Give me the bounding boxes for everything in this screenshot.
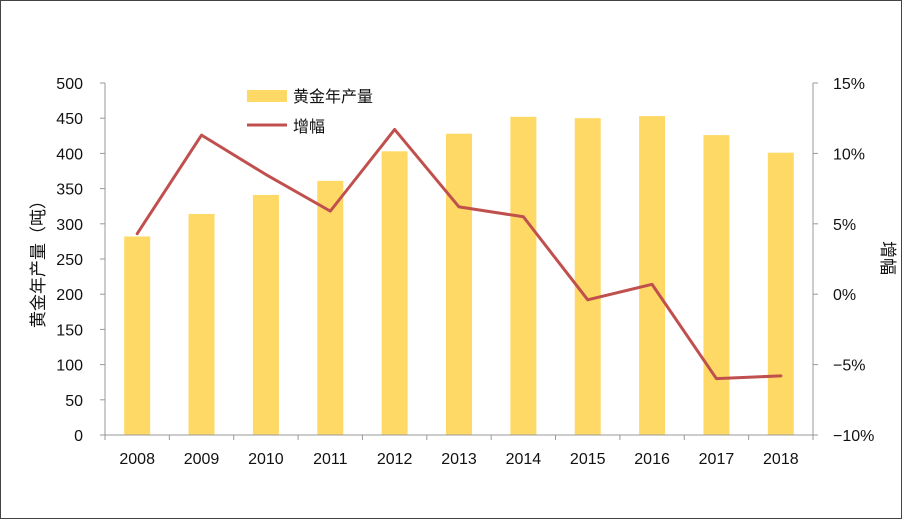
bar <box>317 180 344 435</box>
x-tick-label: 2010 <box>248 451 284 468</box>
y-tick-label: 100 <box>56 358 83 375</box>
bar <box>446 133 472 436</box>
x-tick-label: 2008 <box>119 451 155 468</box>
legend-swatch-bar <box>247 90 287 102</box>
bar <box>767 152 794 436</box>
y2-axis-title: 增幅 <box>877 241 897 275</box>
y2-tick-label: 15% <box>833 76 865 93</box>
x-tick-label: 2013 <box>441 451 477 468</box>
y-tick-label: 250 <box>56 252 83 269</box>
legend-label-line: 增幅 <box>293 117 325 136</box>
x-tick-label: 2017 <box>699 451 735 468</box>
y2-tick-label: 0% <box>833 287 856 304</box>
y-tick-label: 350 <box>56 182 83 199</box>
y-tick-label: 50 <box>65 393 83 410</box>
x-tick-label: 2009 <box>184 451 220 468</box>
bar <box>510 116 537 436</box>
y-tick-label: 300 <box>56 217 83 234</box>
y-tick-label: 150 <box>56 322 83 339</box>
x-tick-label: 2016 <box>634 451 670 468</box>
y2-tick-label: −10% <box>833 428 874 445</box>
y-tick-label: 200 <box>56 287 83 304</box>
y-tick-label: 400 <box>56 146 83 163</box>
y-tick-label: 500 <box>56 76 83 93</box>
bar <box>381 151 408 435</box>
x-tick-label: 2014 <box>506 451 542 468</box>
bar <box>188 213 215 435</box>
bar <box>703 135 730 435</box>
bar <box>252 194 279 435</box>
legend: 黄金年产量 增幅 <box>247 87 373 136</box>
line-series <box>135 127 783 381</box>
y2-tick-label: −5% <box>833 358 865 375</box>
bar <box>639 116 666 435</box>
bar-series <box>124 116 794 436</box>
y-tick-label: 0 <box>74 428 83 445</box>
legend-label-bar: 黄金年产量 <box>293 87 373 106</box>
axes: 0 50 100 150 200 250 300 350 400 450 500 −10% −5% 0% 5… <box>56 76 874 468</box>
y2-tick-label: 10% <box>833 146 865 163</box>
y-tick-label: 450 <box>56 111 83 128</box>
bar <box>124 236 151 435</box>
x-tick-label: 2012 <box>377 451 413 468</box>
y-axis-title: 黄金年产量（吨） <box>29 192 49 328</box>
x-tick-label: 2018 <box>763 451 799 468</box>
bar <box>574 118 601 435</box>
x-tick-label: 2015 <box>570 451 606 468</box>
y2-tick-label: 5% <box>833 217 856 234</box>
x-tick-label: 2011 <box>313 451 348 468</box>
